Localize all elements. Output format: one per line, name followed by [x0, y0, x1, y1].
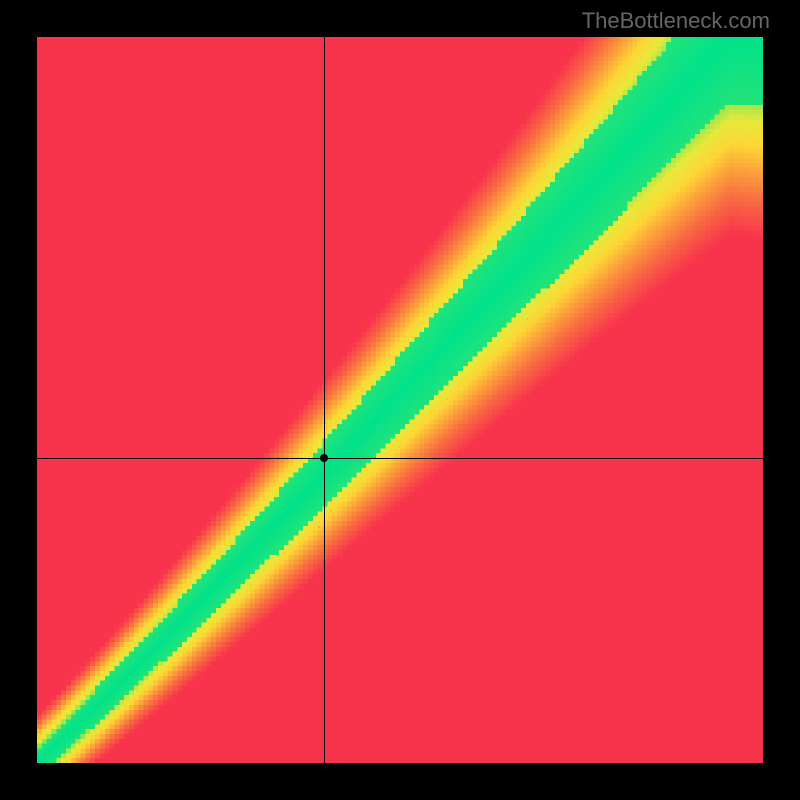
marker-dot: [320, 454, 328, 462]
crosshair-vertical: [324, 37, 325, 763]
attribution-text: TheBottleneck.com: [582, 8, 770, 34]
crosshair-horizontal: [37, 458, 763, 459]
plot-area: [37, 37, 763, 763]
chart-container: TheBottleneck.com: [0, 0, 800, 800]
heatmap-canvas: [37, 37, 763, 763]
